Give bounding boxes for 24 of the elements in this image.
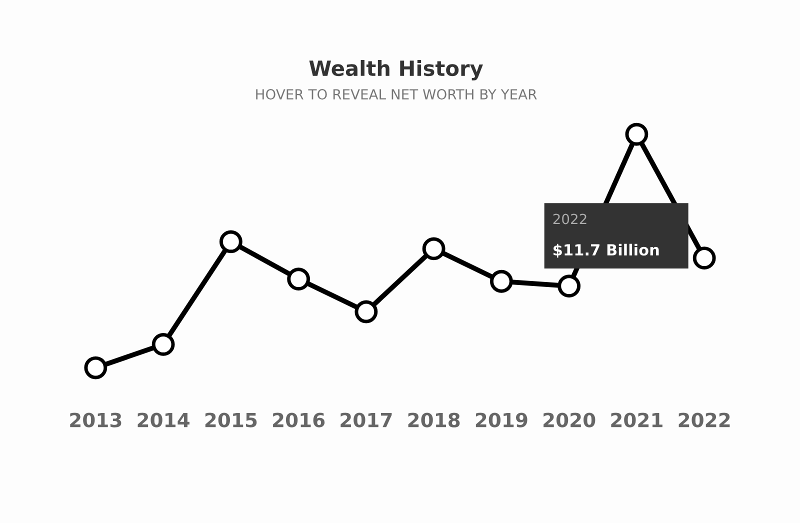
point [490, 270, 513, 293]
point [287, 268, 310, 291]
point [422, 237, 446, 260]
x-tick-label: 2022 [678, 412, 730, 428]
x-tick-label: 2017 [340, 412, 392, 428]
point [558, 274, 581, 298]
x-tick-label: 2013 [70, 412, 122, 428]
annotation: $11.7 Billion [554, 244, 659, 258]
point [152, 332, 175, 356]
chart-subtitle: HOVER TO REVEAL NET WORTH BY YEAR [256, 89, 537, 100]
annotation: 2022 [553, 214, 586, 224]
point [219, 230, 242, 254]
x-tick-label: 2015 [205, 412, 257, 428]
point [625, 122, 648, 146]
x-tick-label: 2016 [273, 412, 325, 428]
x-tick-label: 2014 [138, 412, 190, 428]
point [692, 246, 716, 270]
x-tick-label: 2020 [544, 412, 596, 428]
x-tick-label: 2018 [408, 412, 460, 428]
point [84, 356, 108, 380]
x-tick-label: 2019 [476, 412, 528, 428]
point [354, 300, 378, 324]
chart-title: Wealth History [309, 60, 483, 80]
x-tick-label: 2021 [611, 412, 662, 428]
